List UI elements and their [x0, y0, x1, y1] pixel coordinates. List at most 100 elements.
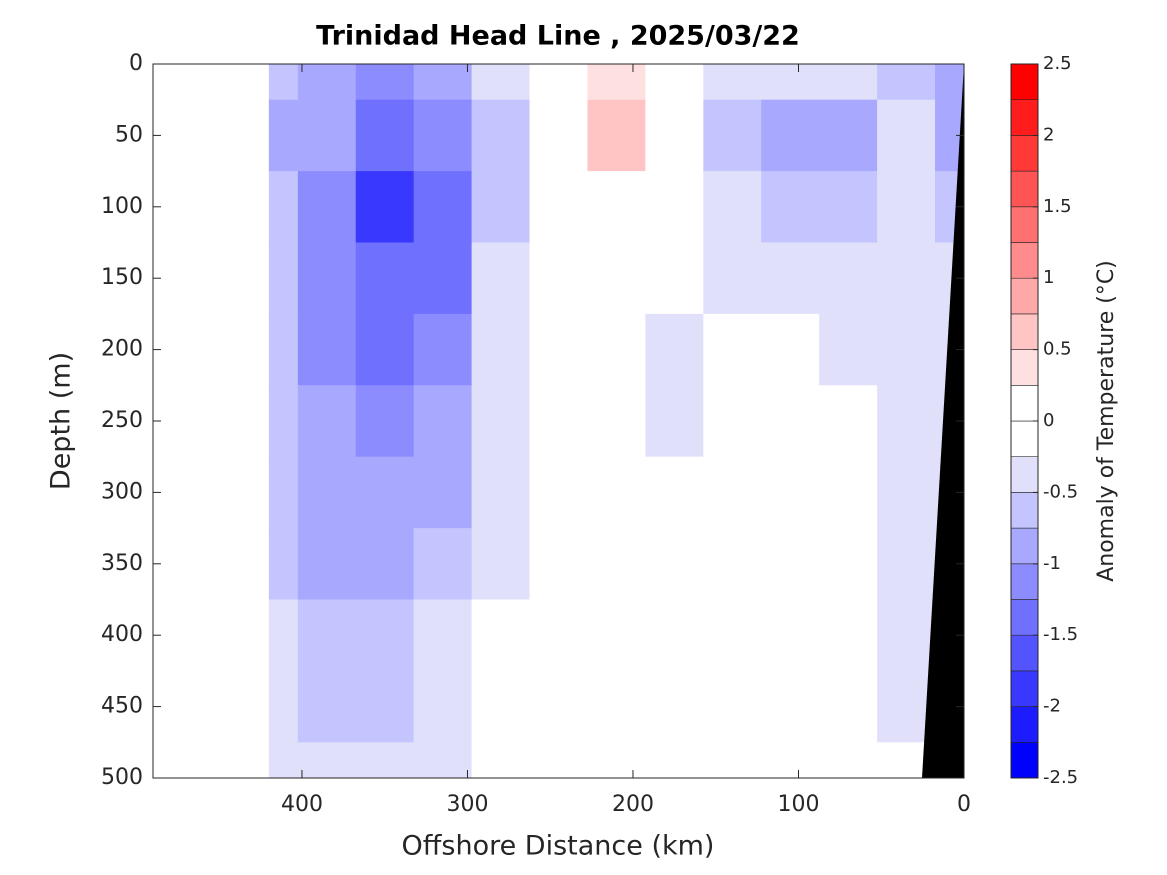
- contour-cell: [645, 99, 704, 172]
- contour-cell: [268, 528, 299, 601]
- contour-cell: [587, 99, 646, 172]
- contour-cell: [268, 742, 299, 779]
- contour-cell: [297, 64, 357, 101]
- contour-cell: [761, 670, 820, 743]
- contour-cell: [268, 313, 299, 386]
- contour-cell: [703, 313, 762, 386]
- contour-cell: [471, 528, 531, 601]
- contour-cell: [645, 528, 704, 601]
- contour-cell: [645, 64, 704, 101]
- contour-cell: [761, 385, 820, 458]
- contour-cell: [297, 456, 357, 529]
- contour-cell: [297, 99, 357, 172]
- contour-cell: [587, 64, 646, 101]
- contour-cell: [355, 99, 415, 172]
- contour-cell: [413, 670, 473, 743]
- contour-cell: [587, 385, 646, 458]
- colorbar-tick-label: -2: [1043, 696, 1061, 717]
- contour-cell: [471, 599, 531, 672]
- contour-cell: [645, 171, 704, 244]
- contour-cell: [529, 456, 589, 529]
- x-axis-label: Offshore Distance (km): [402, 831, 715, 862]
- contour-cell: [268, 456, 299, 529]
- y-tick-label: 50: [115, 122, 143, 147]
- contour-cell: [761, 64, 820, 101]
- contour-cell: [645, 313, 704, 386]
- colorbar-tick-label: 0.5: [1043, 339, 1072, 360]
- contour-cell: [587, 242, 646, 315]
- colorbar-band: [1010, 384, 1039, 422]
- contour-cell: [819, 599, 878, 672]
- x-tick-label: 0: [957, 792, 971, 817]
- contour-cell: [413, 242, 473, 315]
- contour-cell: [355, 64, 415, 101]
- y-tick-label: 300: [101, 479, 143, 504]
- colorbar-tick-label: 1: [1043, 267, 1054, 288]
- contour-cell: [297, 599, 357, 672]
- contour-cell: [819, 99, 878, 172]
- contour-cell: [819, 64, 878, 101]
- contour-cell: [471, 171, 531, 244]
- colorbar-band: [1010, 242, 1039, 279]
- colorbar-band: [1010, 563, 1039, 600]
- contour-cell: [877, 242, 936, 315]
- contour-cell: [819, 242, 878, 315]
- contour-cell: [761, 742, 820, 779]
- contour-cell: [703, 599, 762, 672]
- y-tick-label: 150: [101, 265, 143, 290]
- colorbar-band: [1010, 63, 1039, 101]
- contour-cell: [587, 599, 646, 672]
- contour-cell: [355, 670, 415, 743]
- contour-cell: [268, 599, 299, 672]
- colorbar-tick-label: 2: [1043, 124, 1054, 145]
- contour-cell: [268, 670, 299, 743]
- contour-cell: [761, 313, 820, 386]
- contour-cell: [413, 599, 473, 672]
- contour-cell: [587, 313, 646, 386]
- contour-cell: [587, 742, 646, 779]
- x-tick-label: 100: [777, 792, 819, 817]
- colorbar-band: [1010, 135, 1039, 172]
- contour-cell: [645, 742, 704, 779]
- contour-cell: [819, 313, 878, 386]
- contour-cell: [413, 64, 473, 101]
- contour-cell: [819, 171, 878, 244]
- x-tick-label: 200: [612, 792, 654, 817]
- colorbar-band: [1010, 99, 1039, 136]
- contour-cell: [587, 528, 646, 601]
- contour-cell: [761, 528, 820, 601]
- y-tick-label: 500: [101, 765, 143, 790]
- x-tick-label: 300: [446, 792, 488, 817]
- contour-cell: [355, 385, 415, 458]
- contour-cell: [529, 64, 589, 101]
- contour-cell: [471, 64, 531, 101]
- contour-cell: [471, 385, 531, 458]
- contour-cell: [761, 599, 820, 672]
- colorbar-band: [1010, 170, 1039, 208]
- contour-cell: [471, 99, 531, 172]
- contour-cell: [268, 385, 299, 458]
- colorbar-tick-label: 0: [1043, 410, 1054, 431]
- contour-cell: [355, 242, 415, 315]
- contour-cell: [645, 456, 704, 529]
- contour-cell: [703, 171, 762, 244]
- contour-cell: [471, 670, 531, 743]
- x-tick-label: 400: [281, 792, 323, 817]
- colorbar-tick-label: 1.5: [1043, 196, 1072, 217]
- contour-cell: [529, 528, 589, 601]
- contour-cell: [529, 171, 589, 244]
- contour-cell: [268, 171, 299, 244]
- contour-cell: [703, 742, 762, 779]
- contour-cell: [819, 456, 878, 529]
- contour-cell: [645, 242, 704, 315]
- contour-cell: [355, 171, 415, 244]
- contour-cell: [877, 313, 936, 386]
- colorbar-tick-label: -1.5: [1043, 624, 1078, 645]
- chart-title: Trinidad Head Line , 2025/03/22: [316, 21, 800, 52]
- colorbar-label: Anomaly of Temperature (°C): [1094, 260, 1119, 582]
- y-tick-label: 450: [101, 694, 143, 719]
- contour-cell: [587, 171, 646, 244]
- contour-cell: [355, 313, 415, 386]
- contour-cell: [761, 99, 820, 172]
